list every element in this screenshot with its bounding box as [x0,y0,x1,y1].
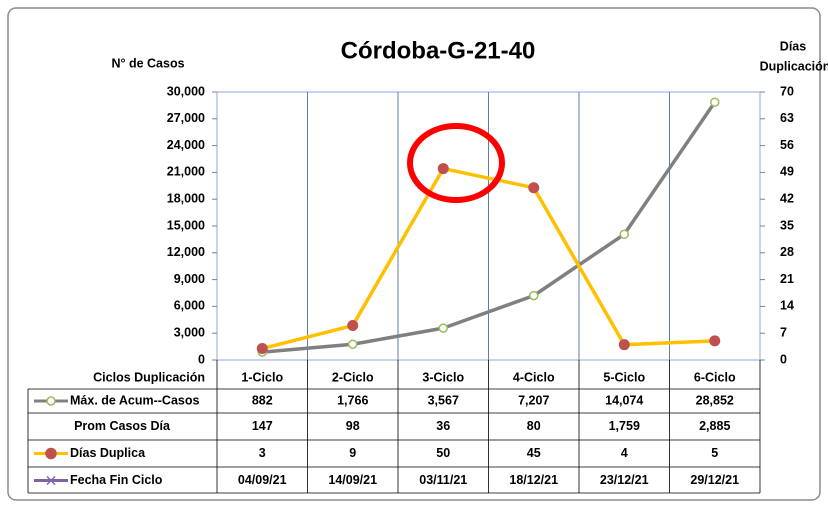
y2-tick-label: 7 [780,325,787,339]
y2-tick-label: 14 [780,299,794,313]
table-cell: 36 [436,419,450,433]
y-tick-label: 6,000 [174,299,205,313]
y2-axis-label: Duplicación [760,59,828,73]
legend-label: Máx. de Acum--Casos [70,393,199,407]
legend-marker [45,447,57,460]
x-tick-label: 6-Ciclo [694,370,736,384]
y2-tick-label: 28 [780,245,794,259]
point [618,339,630,351]
y-tick-label: 9,000 [174,272,205,286]
series-line [261,166,715,351]
y-axis-label: N° de Casos [111,56,184,70]
table-cell: 50 [436,446,450,460]
point [438,323,448,333]
y2-tick-label: 49 [780,165,794,179]
table-cell: 3 [259,446,266,460]
table-cell: 9 [349,446,356,460]
x-tick-label: 1-Ciclo [241,370,283,384]
x-tick-label: 2-Ciclo [332,370,374,384]
y-tick-label: 24,000 [167,138,205,152]
point [710,97,720,108]
point [348,339,358,349]
table-cell: 4 [621,446,628,460]
y2-tick-label: 70 [780,84,794,98]
y-tick-label: 27,000 [167,111,205,125]
table-cell: 3,567 [428,393,459,407]
y-tick-label: 12,000 [167,245,205,259]
y-tick-label: 21,000 [167,165,205,179]
point [528,182,540,194]
y2-tick-label: 0 [780,352,787,366]
legend-label: Días Duplica [70,446,146,460]
y2-axis-label: Días [780,39,806,53]
table-header: Ciclos Duplicación [93,370,205,384]
y2-tick-label: 21 [780,272,794,286]
y-tick-label: 30,000 [167,84,205,98]
chart-title: Córdoba-G-21-40 [341,37,536,64]
legend-label: Fecha Fin Ciclo [70,473,163,487]
x-tick-label: 3-Ciclo [422,370,464,384]
table-cell: 14,074 [605,393,643,407]
table-cell: 80 [527,419,541,433]
x-tick-label: 5-Ciclo [603,370,645,384]
table-cell: 29/12/21 [690,473,739,487]
series-line [262,101,717,354]
legend-marker [46,475,56,486]
point [619,229,629,240]
y-tick-label: 18,000 [167,191,205,205]
table-cell: 882 [252,393,273,407]
table-cell: 1,759 [609,419,640,433]
table-cell: 14/09/21 [328,473,377,487]
table-cell: 04/09/21 [238,473,287,487]
x-tick-label: 4-Ciclo [513,370,555,384]
legend-marker [46,396,56,406]
table-cell: 147 [252,419,273,433]
y2-tick-label: 42 [780,191,794,205]
point [437,163,449,175]
point [709,335,721,347]
table-cell: 23/12/21 [600,473,649,487]
table-cell: 03/11/21 [419,473,467,487]
y2-tick-label: 56 [780,138,794,152]
table-cell: 28,852 [696,393,734,407]
chart-frame [7,7,821,501]
table-cell: 7,207 [518,393,549,407]
table-cell: 98 [346,419,360,433]
legend-label: Prom Casos Día [74,419,171,433]
point [256,343,268,355]
table-cell: 5 [711,446,718,460]
point [347,320,359,332]
y2-tick-label: 35 [780,218,794,232]
point [529,290,539,301]
table-cell: 18/12/21 [509,473,558,487]
y-tick-label: 0 [198,352,205,366]
y-tick-label: 15,000 [167,218,205,232]
y-tick-label: 3,000 [174,325,205,339]
y2-tick-label: 63 [780,111,794,125]
table-cell: 45 [527,446,541,460]
table-cell: 2,885 [699,419,730,433]
highlight-circle [407,123,505,203]
table-cell: 1,766 [337,393,368,407]
